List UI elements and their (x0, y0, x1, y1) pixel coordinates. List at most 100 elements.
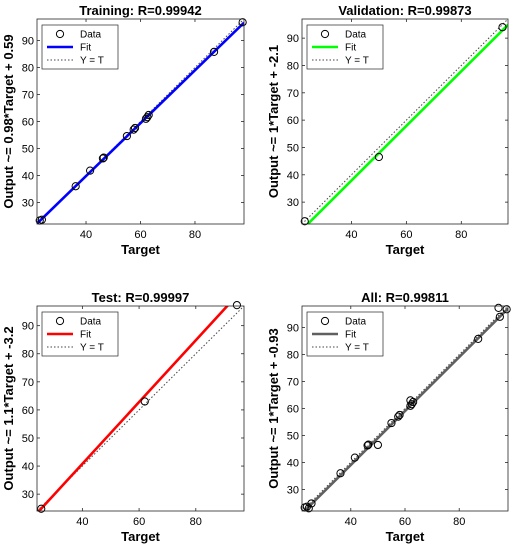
chart-0-data-point (37, 215, 47, 224)
chart-1-x-tick-label: 60 (400, 229, 412, 241)
chart-0-data-point (130, 123, 140, 133)
chart-3-data-point (307, 499, 316, 508)
chart-1-legend-label: Y = T (345, 56, 369, 67)
chart-3-y-tick-label: 30 (287, 484, 299, 496)
chart-2-y-tick-label: 70 (22, 377, 34, 389)
chart-2-data-point (37, 504, 46, 513)
chart-3-legend-label: Fit (345, 330, 356, 341)
chart-0-title: Training: R=0.99942 (79, 3, 201, 18)
chart-2-data-point (232, 301, 242, 310)
chart-1-y-label: Output ~= 1*Target + -2.1 (266, 45, 281, 198)
chart-2-x-label: Target (121, 529, 160, 544)
chart-1-y-tick-label: 30 (287, 197, 299, 209)
chart-3-legend-label: Data (345, 317, 367, 328)
chart-2-y-tick-label: 40 (22, 461, 34, 473)
chart-0-data-point (98, 154, 108, 163)
chart-0-legend-label: Data (80, 30, 102, 41)
chart-2-y-tick-label: 30 (22, 489, 34, 501)
chart-0-data-point (129, 125, 138, 134)
chart-1-legend-label: Data (345, 30, 367, 41)
chart-1-legend-data-marker (320, 29, 330, 39)
chart-1-y-tick-label: 60 (287, 115, 299, 127)
chart-3-x-label: Target (386, 529, 425, 544)
chart-3-legend-data-marker (320, 316, 330, 326)
chart-0-x-label: Target (121, 242, 160, 257)
chart-0-legend-label: Y = T (80, 56, 104, 67)
chart-0-data-point (143, 113, 152, 122)
chart-3-data-point (407, 400, 416, 409)
chart-0-y-tick-label: 50 (22, 143, 34, 155)
chart-1-y-tick-label: 80 (287, 60, 299, 72)
chart-3-y-tick-label: 60 (287, 404, 299, 416)
chart-0-y-label: Output ~= 0.98*Target + 0.59 (1, 34, 16, 208)
chart-3-x-tick-label: 60 (399, 516, 411, 528)
chart-2-legend: Data Fit Y = T (41, 311, 119, 357)
chart-3-y-tick-label: 80 (287, 350, 299, 362)
chart-1-identity-line (302, 19, 508, 224)
chart-3-x-tick-label: 80 (453, 516, 465, 528)
chart-0-data-point (122, 131, 131, 141)
chart-3-data-point (474, 334, 483, 344)
chart-2-legend-data-marker (55, 316, 65, 326)
chart-2-x-tick-label: 60 (133, 516, 145, 528)
chart-0-data-point (71, 182, 80, 191)
chart-0-legend-label: Fit (80, 43, 91, 54)
chart-0-data-point (144, 110, 153, 120)
chart-1-title: Validation: R=0.99873 (338, 3, 471, 18)
chart-2-y-label: Output ~= 1.1*Target + -3.2 (1, 326, 16, 490)
chart-0: 40 60 80 30 40 50 60 70 80 90 Training: R=0.99942 T… (1, 3, 247, 257)
chart-3-data-point (387, 418, 396, 428)
chart-3-legend: Data Fit Y = T (306, 311, 384, 357)
chart-3-data-point (395, 410, 404, 420)
chart-2-legend-label: Y = T (80, 343, 104, 354)
chart-3-data-point (373, 440, 382, 450)
chart-1-y-tick-label: 50 (287, 142, 299, 154)
chart-0-legend: Data Fit Y = T (41, 24, 119, 70)
chart-1-data-point (374, 152, 384, 162)
chart-2-y-tick-label: 60 (22, 405, 34, 417)
chart-3: 40 60 80 30 40 50 60 70 80 90 All: R=0.99811 Target… (266, 290, 511, 544)
chart-3-fit-line (302, 307, 508, 511)
chart-2-data-point (140, 397, 149, 406)
chart-0-identity-line (37, 19, 244, 224)
chart-0-y-tick-label: 40 (22, 170, 34, 182)
chart-0-x-tick-label: 60 (134, 229, 146, 241)
chart-0-y-tick-label: 30 (22, 197, 34, 209)
chart-0-data-point (209, 47, 219, 57)
chart-2-y-tick-label: 90 (22, 321, 34, 333)
chart-2-identity-line (37, 306, 244, 511)
chart-1-x-label: Target (386, 242, 425, 257)
chart-2-axes-frame (36, 305, 245, 512)
chart-2-x-tick-label: 80 (190, 516, 202, 528)
chart-0-y-tick-label: 60 (22, 117, 34, 129)
chart-1-data-point (300, 217, 309, 226)
chart-3-y-tick-label: 50 (287, 430, 299, 442)
chart-0-fit-line (37, 21, 244, 224)
chart-3-data-point (495, 312, 504, 321)
chart-3-legend-label: Y = T (345, 343, 369, 354)
chart-0-x-tick-label: 40 (80, 229, 92, 241)
chart-3-y-label: Output ~= 1*Target + -0.93 (266, 328, 281, 489)
chart-0-y-tick-label: 90 (22, 36, 34, 48)
chart-2-y-tick-label: 80 (22, 349, 34, 361)
chart-3-data-point (409, 397, 418, 407)
chart-0-x-tick-label: 80 (189, 229, 201, 241)
chart-3-title: All: R=0.99811 (361, 290, 449, 305)
chart-2-legend-label: Data (80, 317, 102, 328)
chart-3-data-point (394, 412, 403, 421)
chart-3-y-tick-label: 90 (287, 323, 299, 335)
chart-3-data-point (364, 440, 373, 449)
chart-1-data-point (498, 23, 507, 32)
chart-3-data-point (350, 453, 359, 462)
chart-1: 40 60 80 30 40 50 60 70 80 90 Validation: R=0.9987… (266, 3, 509, 257)
chart-1-legend-label: Fit (345, 43, 356, 54)
chart-0-legend-data-marker (55, 29, 65, 39)
chart-2-title: Test: R=0.99997 (92, 290, 190, 305)
chart-0-data-point (86, 166, 95, 175)
chart-3-identity-line (302, 306, 508, 511)
chart-3-data-point (304, 504, 313, 513)
chart-3-data-point (336, 469, 345, 478)
chart-0-y-tick-label: 80 (22, 63, 34, 75)
